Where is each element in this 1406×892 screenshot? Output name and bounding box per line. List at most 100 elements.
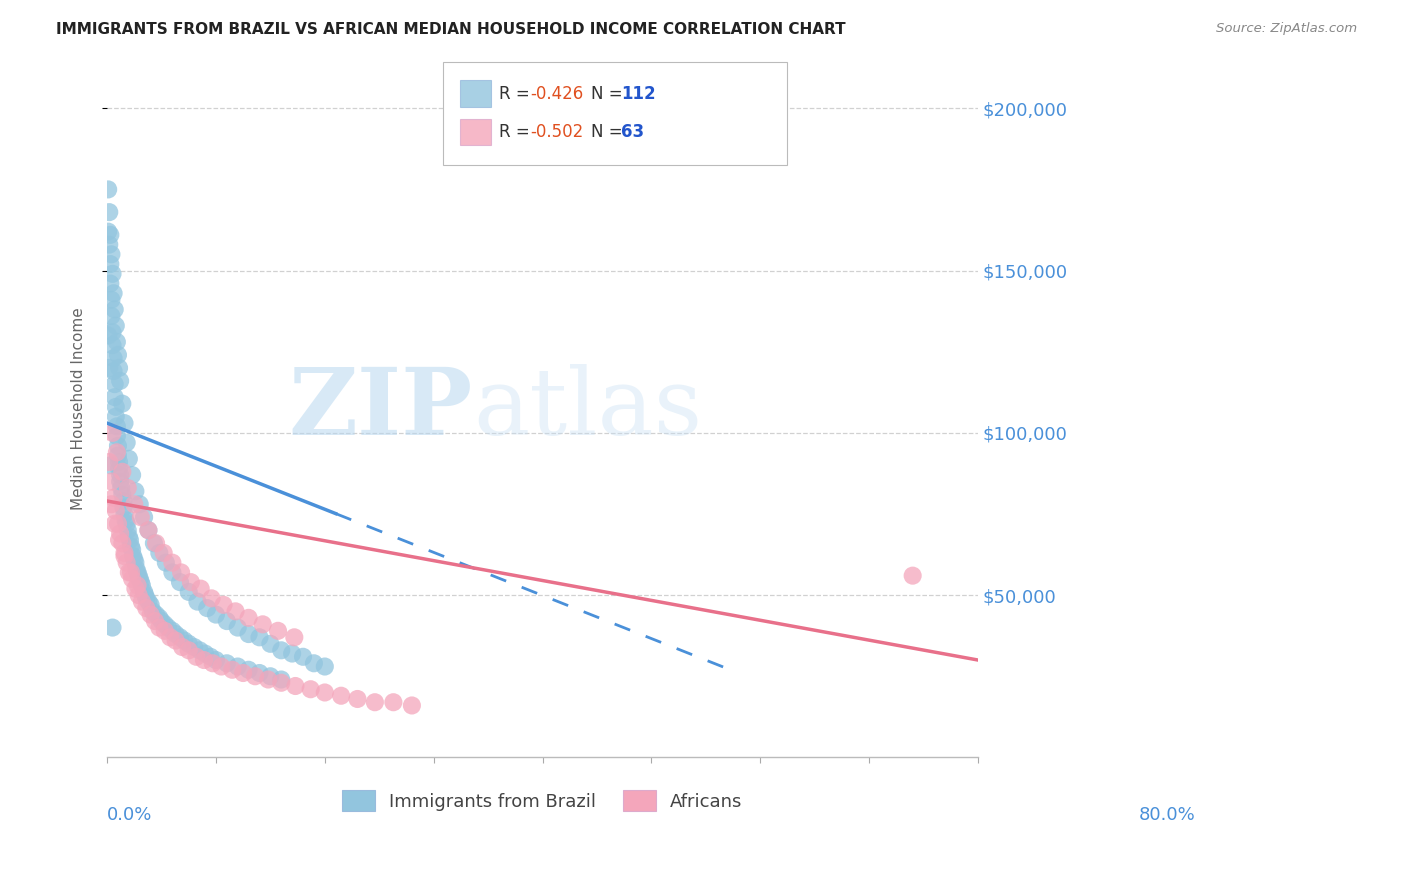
Point <box>100 309 122 323</box>
Point <box>114 416 136 430</box>
Point <box>125 562 148 576</box>
Point <box>153 617 176 632</box>
Point <box>108 526 131 541</box>
Point <box>98 205 121 219</box>
Point <box>139 598 162 612</box>
Point <box>104 377 127 392</box>
Point <box>382 695 405 709</box>
Point <box>107 516 129 531</box>
Point <box>121 542 143 557</box>
Point <box>97 182 120 196</box>
Text: ZIP: ZIP <box>288 364 472 453</box>
Point <box>108 475 131 489</box>
Point <box>111 487 134 501</box>
Point <box>177 585 200 599</box>
Point <box>127 566 149 580</box>
Point <box>114 513 136 527</box>
Point <box>169 630 191 644</box>
Point <box>249 666 271 681</box>
Text: -0.502: -0.502 <box>530 123 583 141</box>
Point <box>226 659 249 673</box>
Point <box>103 286 125 301</box>
Point <box>105 334 128 349</box>
Point <box>120 540 142 554</box>
Point <box>138 594 160 608</box>
Point <box>238 611 260 625</box>
Legend: Immigrants from Brazil, Africans: Immigrants from Brazil, Africans <box>335 783 749 818</box>
Point <box>162 556 184 570</box>
Point <box>346 692 368 706</box>
Point <box>112 494 135 508</box>
Point <box>238 663 260 677</box>
Point <box>215 614 238 628</box>
Point <box>121 468 143 483</box>
Point <box>131 594 153 608</box>
Point <box>127 578 149 592</box>
Point <box>114 549 136 564</box>
Point <box>118 451 141 466</box>
Point <box>153 624 176 638</box>
Point <box>249 630 271 644</box>
Point <box>124 556 146 570</box>
Text: 80.0%: 80.0% <box>1139 806 1195 824</box>
Point <box>243 669 266 683</box>
Point <box>134 588 156 602</box>
Point <box>108 374 131 388</box>
Text: N =: N = <box>591 85 627 103</box>
Point <box>145 607 167 622</box>
Point <box>142 536 165 550</box>
Point <box>120 566 142 580</box>
Point <box>115 556 138 570</box>
Point <box>148 621 170 635</box>
Point <box>190 582 212 596</box>
Point <box>124 484 146 499</box>
Point <box>100 475 122 489</box>
Point <box>267 624 290 638</box>
Point <box>122 549 145 564</box>
Point <box>252 617 274 632</box>
Point <box>173 633 195 648</box>
Point <box>162 566 184 580</box>
Point <box>101 325 124 339</box>
Text: -0.426: -0.426 <box>530 85 583 103</box>
Point <box>195 601 218 615</box>
Point <box>138 523 160 537</box>
Point <box>188 643 211 657</box>
Text: 112: 112 <box>621 85 657 103</box>
Point <box>193 653 215 667</box>
Point <box>132 585 155 599</box>
Point <box>201 657 224 671</box>
Point <box>401 698 423 713</box>
Point <box>165 627 187 641</box>
Text: R =: R = <box>499 123 536 141</box>
Point <box>165 633 187 648</box>
Point <box>284 679 307 693</box>
Point <box>105 419 128 434</box>
Point <box>101 338 124 352</box>
Point <box>139 607 162 622</box>
Point <box>259 669 281 683</box>
Point <box>183 640 205 654</box>
Point <box>314 659 336 673</box>
Point <box>117 523 139 537</box>
Point <box>101 267 124 281</box>
Point <box>108 461 131 475</box>
Point <box>162 624 184 638</box>
Text: N =: N = <box>591 123 627 141</box>
Point <box>148 611 170 625</box>
Point <box>104 409 127 424</box>
Point <box>172 640 194 654</box>
Point <box>212 598 235 612</box>
Point <box>169 575 191 590</box>
Point <box>155 556 177 570</box>
Point <box>98 257 121 271</box>
Point <box>330 689 353 703</box>
Point <box>283 630 305 644</box>
Point <box>142 604 165 618</box>
Point <box>131 578 153 592</box>
Point <box>121 572 143 586</box>
Point <box>98 227 121 242</box>
Point <box>104 390 127 404</box>
Point <box>225 604 247 618</box>
Point <box>128 588 150 602</box>
